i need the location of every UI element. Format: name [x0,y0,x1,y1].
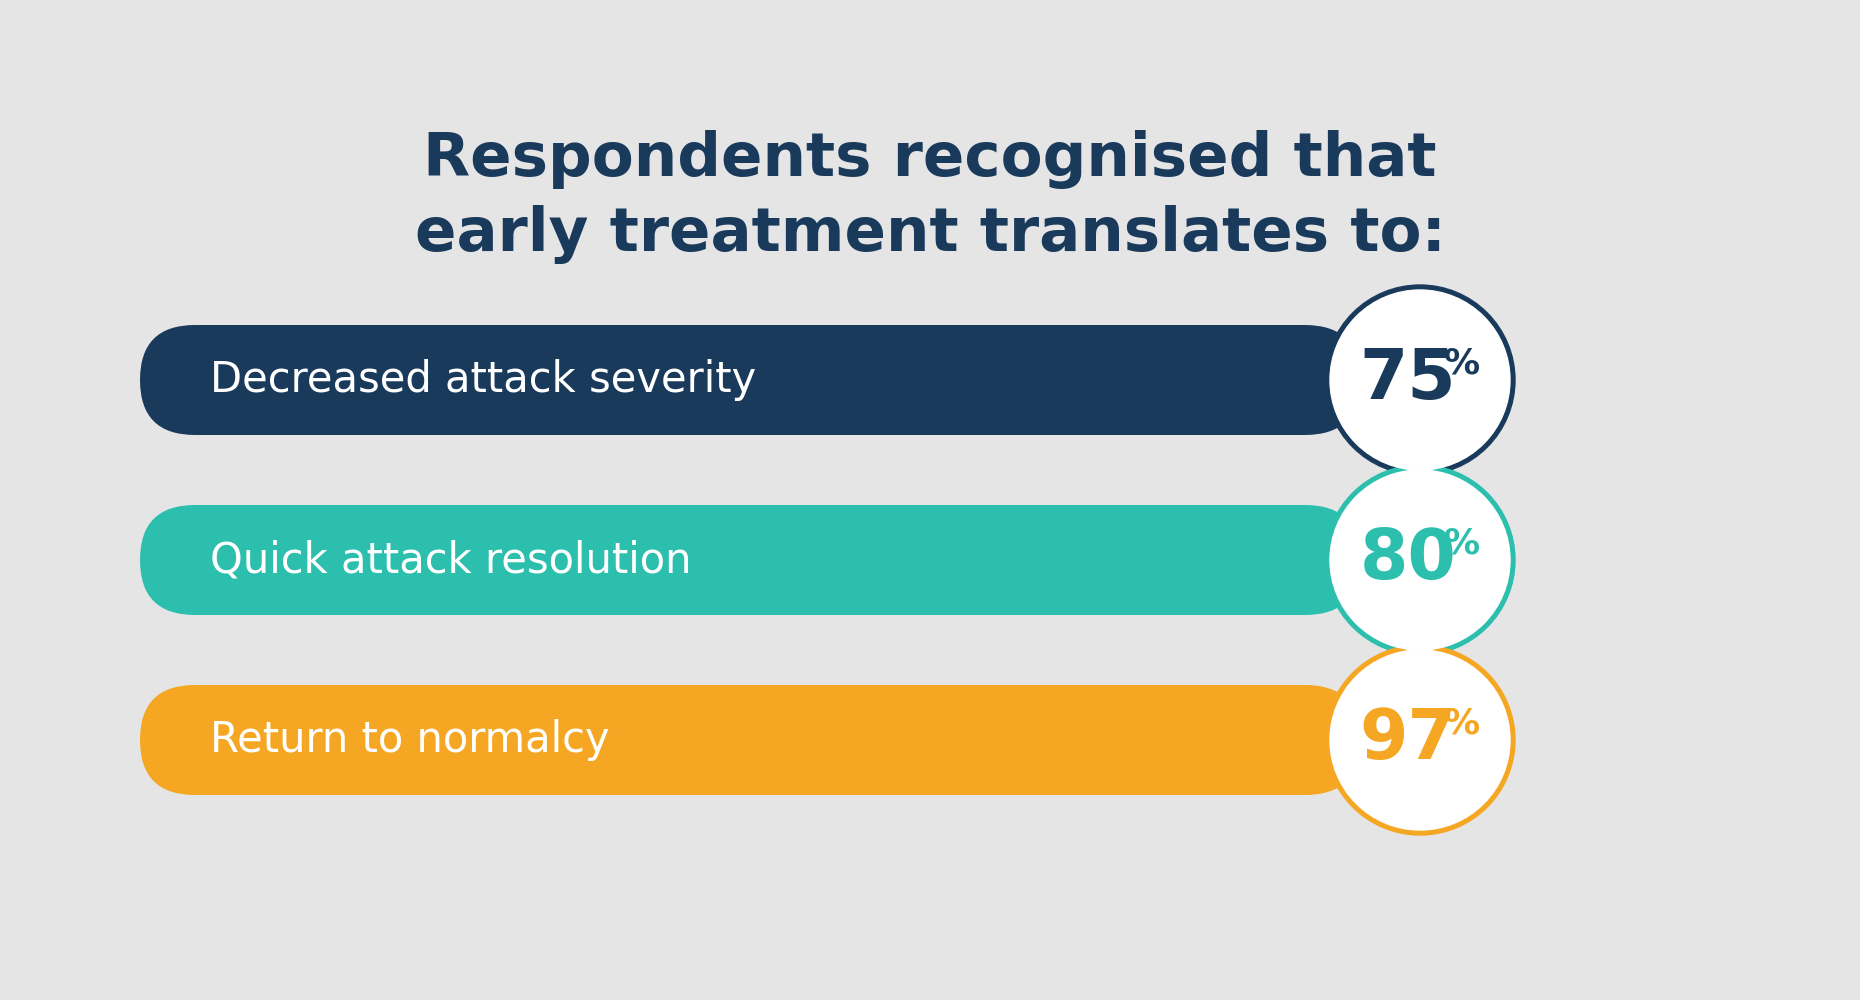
Text: 97: 97 [1360,706,1456,774]
Circle shape [1324,285,1516,475]
Text: %: % [1443,707,1481,741]
Text: Decreased attack severity: Decreased attack severity [210,359,757,401]
Text: 75: 75 [1360,347,1456,414]
Text: %: % [1443,527,1481,561]
Text: Return to normalcy: Return to normalcy [210,719,610,761]
FancyBboxPatch shape [140,505,1360,615]
Text: Quick attack resolution: Quick attack resolution [210,539,692,581]
Circle shape [1324,645,1516,835]
Circle shape [1330,470,1510,650]
Circle shape [1330,650,1510,830]
Circle shape [1330,290,1510,470]
Text: 80: 80 [1360,526,1456,593]
Circle shape [1324,465,1516,655]
Text: %: % [1443,347,1481,381]
FancyBboxPatch shape [140,685,1360,795]
FancyBboxPatch shape [140,325,1360,435]
Text: Respondents recognised that
early treatment translates to:: Respondents recognised that early treatm… [415,130,1445,264]
